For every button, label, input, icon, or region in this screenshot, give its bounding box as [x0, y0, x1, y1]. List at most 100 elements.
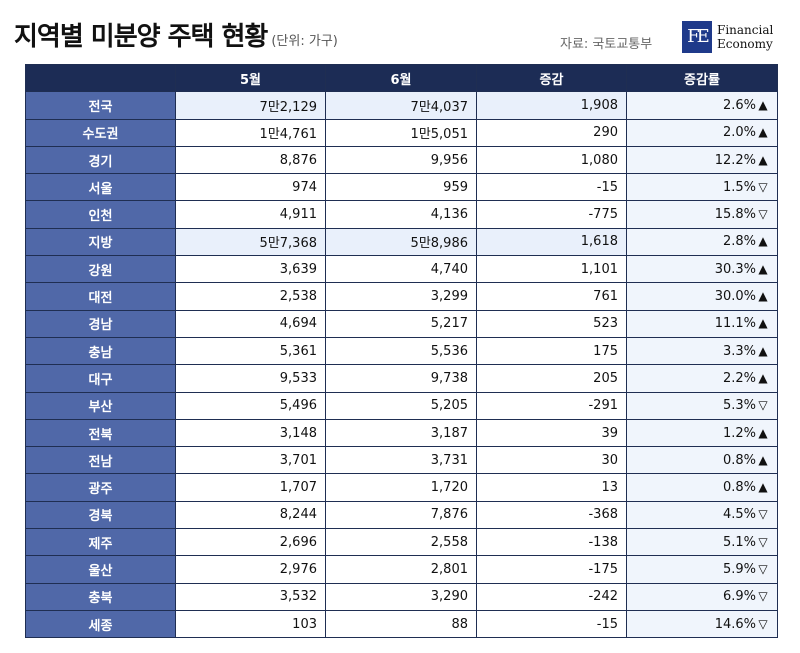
june-value-cell: 88	[325, 609, 477, 639]
may-value-cell: 4,694	[175, 309, 326, 338]
change-cell: 175	[476, 336, 627, 366]
up-triangle-icon: ▲	[758, 343, 768, 358]
june-value-cell: 3,299	[325, 282, 477, 311]
change-rate-cell: 3.3% ▲	[626, 336, 778, 366]
may-value-cell: 103	[175, 609, 326, 639]
row-label: 전국	[25, 91, 176, 120]
may-value-cell: 1,707	[175, 473, 326, 502]
table-row: 대전 2,538 3,299 761 30.0% ▲	[25, 282, 778, 311]
change-rate-value: 2.6%	[722, 97, 756, 113]
table-row: 경북 8,244 7,876 -368 4.5% ▽	[25, 500, 778, 530]
change-rate-cell: 15.8% ▽	[626, 200, 778, 229]
change-rate-cell: 2.8% ▲	[626, 227, 778, 257]
column-header: 6월	[325, 63, 477, 93]
up-triangle-icon: ▲	[758, 261, 768, 276]
may-value-cell: 8,876	[175, 145, 326, 175]
may-value-cell: 1만4,761	[175, 118, 326, 147]
column-header: 증감	[476, 63, 627, 93]
change-rate-value: 30.0%	[714, 289, 756, 305]
table-row: 충남 5,361 5,536 175 3.3% ▲	[25, 336, 778, 366]
may-value-cell: 2,976	[175, 555, 326, 584]
down-triangle-icon: ▽	[758, 398, 768, 413]
up-triangle-icon: ▲	[758, 425, 768, 440]
table-row: 경남 4,694 5,217 523 11.1% ▲	[25, 309, 778, 338]
table-row: 수도권 1만4,761 1만5,051 290 2.0% ▲	[25, 118, 778, 147]
row-label: 수도권	[25, 118, 176, 147]
change-rate-value: 0.8%	[722, 452, 756, 468]
source-label: 자료: 국토교통부	[560, 37, 653, 52]
june-value-cell: 4,740	[325, 255, 477, 284]
table-row: 부산 5,496 5,205 -291 5.3% ▽	[25, 391, 778, 420]
up-triangle-icon: ▲	[758, 234, 768, 249]
row-label: 부산	[25, 391, 176, 420]
change-rate-value: 1.5%	[722, 179, 756, 195]
june-value-cell: 4,136	[325, 200, 477, 229]
change-rate-value: 1.2%	[722, 425, 756, 441]
up-triangle-icon: ▲	[758, 152, 768, 167]
june-value-cell: 5,217	[325, 309, 477, 338]
row-label: 강원	[25, 255, 176, 284]
row-label: 세종	[25, 609, 176, 639]
change-rate-value: 5.3%	[722, 398, 756, 414]
up-triangle-icon: ▲	[758, 370, 768, 385]
change-cell: -368	[476, 500, 627, 530]
june-value-cell: 1만5,051	[325, 118, 477, 147]
down-triangle-icon: ▽	[758, 507, 768, 522]
change-rate-cell: 1.5% ▽	[626, 173, 778, 202]
change-cell: 290	[476, 118, 627, 147]
change-cell: 39	[476, 418, 627, 448]
change-rate-value: 5.1%	[722, 534, 756, 550]
change-rate-cell: 1.2% ▲	[626, 418, 778, 448]
change-rate-value: 0.8%	[722, 480, 756, 496]
change-rate-value: 3.3%	[722, 343, 756, 359]
page-title: 지역별 미분양 주택 현황 (단위: 가구)	[14, 22, 338, 52]
may-value-cell: 3,701	[175, 446, 326, 475]
up-triangle-icon: ▲	[758, 480, 768, 495]
change-rate-cell: 2.2% ▲	[626, 364, 778, 393]
may-value-cell: 7만2,129	[175, 91, 326, 120]
row-label: 울산	[25, 555, 176, 584]
june-value-cell: 7만4,037	[325, 91, 477, 120]
row-label: 전남	[25, 446, 176, 475]
row-label: 대전	[25, 282, 176, 311]
table-row: 세종 103 88 -15 14.6% ▽	[25, 609, 778, 639]
june-value-cell: 2,558	[325, 528, 477, 557]
change-rate-cell: 14.6% ▽	[626, 609, 778, 639]
change-cell: 1,101	[476, 255, 627, 284]
june-value-cell: 5,205	[325, 391, 477, 420]
change-cell: -15	[476, 609, 627, 639]
june-value-cell: 9,956	[325, 145, 477, 175]
row-label: 충북	[25, 582, 176, 611]
down-triangle-icon: ▽	[758, 589, 768, 604]
june-value-cell: 3,731	[325, 446, 477, 475]
may-value-cell: 4,911	[175, 200, 326, 229]
row-label: 대구	[25, 364, 176, 393]
down-triangle-icon: ▽	[758, 616, 768, 631]
may-value-cell: 9,533	[175, 364, 326, 393]
down-triangle-icon: ▽	[758, 207, 768, 222]
june-value-cell: 1,720	[325, 473, 477, 502]
may-value-cell: 5,361	[175, 336, 326, 366]
june-value-cell: 2,801	[325, 555, 477, 584]
table-row: 서울 974 959 -15 1.5% ▽	[25, 173, 778, 202]
change-cell: -175	[476, 555, 627, 584]
change-rate-cell: 5.1% ▽	[626, 528, 778, 557]
may-value-cell: 3,639	[175, 255, 326, 284]
row-label: 충남	[25, 336, 176, 366]
may-value-cell: 974	[175, 173, 326, 202]
change-cell: 1,080	[476, 145, 627, 175]
change-rate-cell: 30.0% ▲	[626, 282, 778, 311]
table-row: 인천 4,911 4,136 -775 15.8% ▽	[25, 200, 778, 229]
change-rate-value: 2.0%	[722, 125, 756, 141]
change-rate-value: 4.5%	[722, 507, 756, 523]
change-rate-cell: 11.1% ▲	[626, 309, 778, 338]
change-cell: 30	[476, 446, 627, 475]
change-cell: 1,908	[476, 91, 627, 120]
down-triangle-icon: ▽	[758, 561, 768, 576]
june-value-cell: 9,738	[325, 364, 477, 393]
table-row: 제주 2,696 2,558 -138 5.1% ▽	[25, 528, 778, 557]
column-header	[25, 63, 176, 93]
change-rate-value: 6.9%	[722, 589, 756, 605]
change-rate-value: 30.3%	[714, 261, 756, 277]
change-rate-cell: 0.8% ▲	[626, 473, 778, 502]
